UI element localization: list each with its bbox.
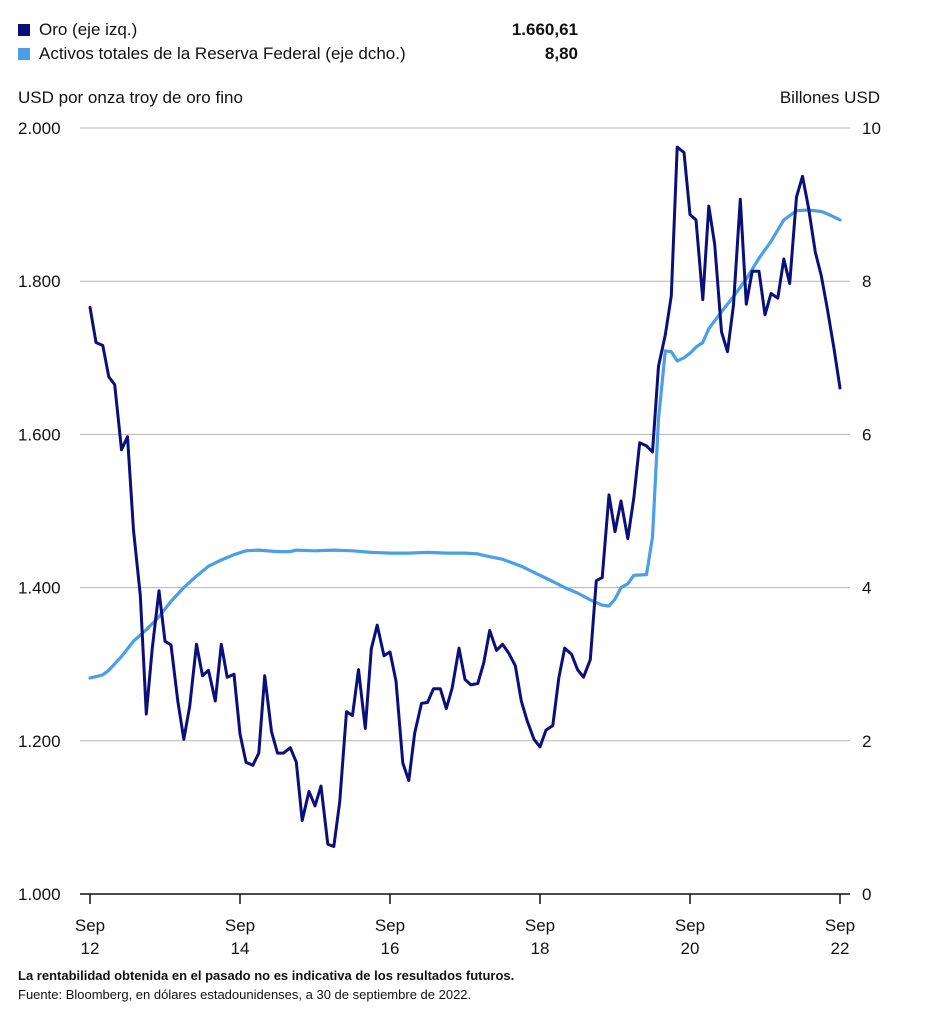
legend-item-oro: Oro (eje izq.) 1.660,61 [18,18,578,42]
y-tick-label-right: 10 [862,119,881,138]
x-tick-month: Sep [675,916,705,935]
x-tick-year: 16 [381,939,400,958]
y-tick-label-right: 8 [862,272,871,291]
y-tick-label-left: 2.000 [18,119,61,138]
legend: Oro (eje izq.) 1.660,61 Activos totales … [18,18,578,66]
x-tick-month: Sep [75,916,105,935]
legend-swatch-oro [18,24,30,36]
footer-disclaimer: La rentabilidad obtenida en el pasado no… [18,968,515,983]
legend-value-fed-assets: 8,80 [544,44,578,63]
legend-item-fed-assets: Activos totales de la Reserva Federal (e… [18,42,578,66]
line-chart: 1.000 0 1.200 2 1.400 4 1.600 6 1.800 8 2.000 10 Sep… [18,119,881,958]
y-axis-left-title: USD por onza troy de oro fino [18,88,243,107]
y-tick-label-right: 4 [862,579,871,598]
legend-label-oro: Oro (eje izq.) [39,20,138,39]
legend-label-fed-assets: Activos totales de la Reserva Federal (e… [39,44,406,63]
y-axis-right-title: Billones USD [779,88,880,107]
x-tick-month: Sep [225,916,255,935]
x-tick-year: 22 [831,939,850,958]
y-tick-label-left: 1.400 [18,579,61,598]
x-tick-year: 12 [81,939,100,958]
y-tick-label-right: 0 [862,885,871,904]
y-tick-label-right: 6 [862,425,871,444]
x-tick-month: Sep [375,916,405,935]
y-tick-label-left: 1.600 [18,425,61,444]
y-tick-label-right: 2 [862,732,871,751]
footer: La rentabilidad obtenida en el pasado no… [18,966,514,1004]
y-tick-label-left: 1.000 [18,885,61,904]
legend-swatch-fed-assets [18,48,30,60]
x-tick-month: Sep [525,916,555,935]
x-tick-month: Sep [825,916,855,935]
x-tick-year: 14 [231,939,250,958]
x-tick-year: 18 [531,939,550,958]
x-tick-year: 20 [681,939,700,958]
y-tick-label-left: 1.800 [18,272,61,291]
y-tick-label-left: 1.200 [18,732,61,751]
legend-value-oro: 1.660,61 [511,20,578,39]
footer-source: Fuente: Bloomberg, en dólares estadounid… [18,987,472,1002]
series-line-oro [88,145,842,848]
series-line-fed-assets [88,208,842,680]
